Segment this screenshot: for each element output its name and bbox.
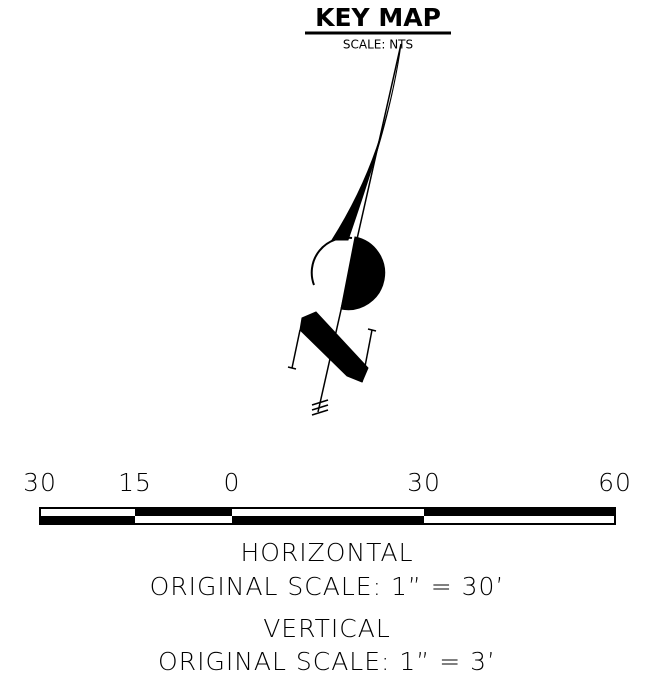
subtitle: SCALE: NTS xyxy=(343,38,413,52)
scale-bar xyxy=(39,507,616,525)
horizontal-scale: ORIGINAL SCALE: 1” = 30’ xyxy=(150,572,505,601)
scale-label: 30 xyxy=(23,468,57,497)
horizontal-title: HORIZONTAL xyxy=(240,538,413,567)
title: KEY MAP xyxy=(315,3,441,32)
scale-label: 60 xyxy=(598,468,632,497)
vertical-title: VERTICAL xyxy=(263,614,391,643)
scale-label: 0 xyxy=(224,468,241,497)
scale-label: 30 xyxy=(407,468,441,497)
vertical-scale: ORIGINAL SCALE: 1” = 3’ xyxy=(158,647,496,676)
north-arrow xyxy=(287,43,402,416)
scale-label: 15 xyxy=(118,468,152,497)
